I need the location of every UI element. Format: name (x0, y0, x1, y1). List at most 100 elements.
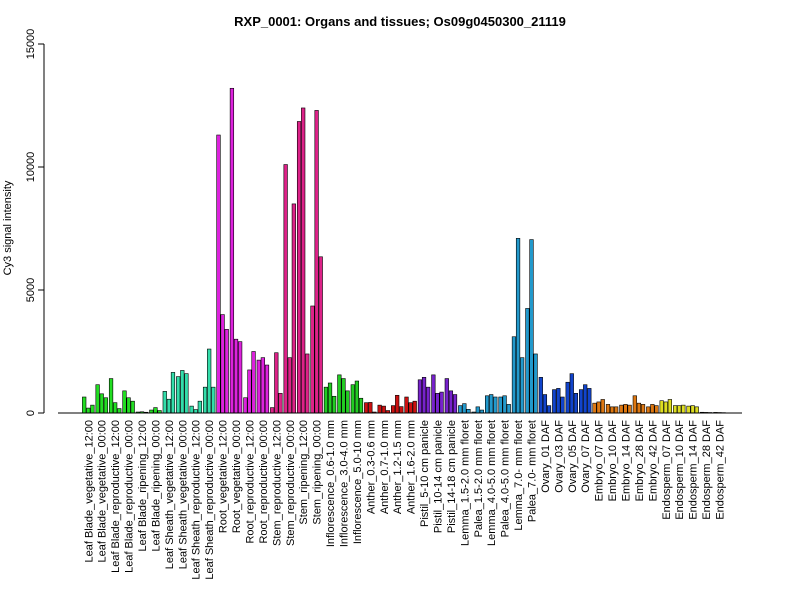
bar-21-1 (368, 402, 373, 414)
x-tick-label: Anther_1.6-2.0 mm (406, 420, 418, 514)
bar-33-2 (533, 353, 538, 414)
bar-23-1 (395, 394, 400, 414)
bar-31-2 (506, 404, 511, 414)
x-tick-label: Ovary_01 DAF (540, 420, 552, 493)
x-tick-label: Pistil_10-14 cm panicle (432, 420, 444, 533)
bar-24-0 (404, 396, 409, 414)
bar-11-1 (233, 338, 239, 414)
bar-17-0 (310, 305, 315, 414)
bar-32-1 (515, 238, 521, 414)
y-tick-label: 10000 (25, 152, 37, 183)
bar-44-1 (677, 405, 682, 414)
x-tick-label: Root_reproductive_00:00 (258, 420, 270, 544)
x-tick-label: Leaf Sheath_vegetative_00:00 (177, 420, 189, 569)
bar-32-2 (520, 357, 525, 414)
bar-26-1 (435, 393, 440, 414)
x-tick-label: Pistil_14-18 cm panicle (446, 420, 458, 533)
y-tick-label: 15000 (25, 29, 37, 60)
bar-19-2 (345, 390, 350, 414)
bar-20-0 (350, 384, 355, 414)
bar-36-0 (565, 381, 570, 414)
bar-5-1 (153, 407, 158, 414)
bar-44-0 (673, 405, 678, 414)
bar-17-2 (318, 256, 323, 414)
x-tick-label: Stem_ripening_00:00 (312, 420, 324, 525)
bar-7-1 (180, 370, 185, 414)
bar-42-1 (650, 404, 655, 414)
x-tick-label: Palea_7.0- mm floret (526, 420, 538, 522)
x-tick-label: Pistil_5-10 cm panicle (419, 420, 431, 527)
bar-10-2 (224, 329, 229, 414)
x-tick-label: Embryo_14 DAF (621, 420, 633, 502)
bar-15-0 (283, 164, 288, 414)
bar-10-1 (220, 314, 225, 414)
bar-18-1 (327, 382, 333, 414)
bar-9-1 (207, 348, 212, 414)
bar-38-1 (596, 401, 601, 414)
x-tick-label: Embryo_10 DAF (607, 420, 619, 502)
bar-39-2 (614, 406, 619, 414)
bar-18-2 (332, 395, 337, 414)
x-tick-label: Lemma_7.0- mm floret (513, 420, 525, 531)
bar-36-2 (573, 393, 578, 414)
bar-23-0 (390, 405, 396, 414)
x-tick-label: Stem_ripening_12:00 (298, 420, 310, 525)
bar-41-0 (632, 395, 637, 414)
bar-39-0 (605, 404, 611, 414)
bar-30-0 (484, 395, 490, 414)
x-tick-label: Endosperm_42 DAF (715, 420, 727, 520)
bar-3-0 (122, 390, 127, 414)
bar-25-1 (421, 377, 427, 414)
bar-0-2 (90, 404, 95, 414)
x-tick-label: Lemma_4.0-5.0 mm floret (486, 420, 498, 546)
bar-0-1 (86, 407, 91, 414)
bar-41-2 (640, 404, 646, 414)
bar-21-0 (364, 402, 369, 414)
bar-35-0 (552, 389, 557, 414)
bar-9-2 (211, 386, 216, 414)
bar-12-1 (247, 369, 252, 414)
bar-17-1 (314, 110, 319, 414)
x-tick-label: Anther_0.3-0.6 mm (365, 420, 377, 514)
bar-42-2 (654, 405, 659, 414)
bar-43-1 (663, 401, 668, 414)
bars (82, 87, 726, 414)
bar-20-1 (354, 380, 360, 414)
bar-30-1 (489, 394, 494, 414)
x-tick-label: Leaf Sheath_vegetative_12:00 (164, 420, 176, 569)
x-tick-label: Root_vegetative_12:00 (218, 420, 230, 533)
bar-31-0 (498, 396, 503, 414)
bar-7-2 (184, 373, 189, 414)
bar-37-0 (579, 389, 584, 414)
x-tick-label: Stem_reproductive_00:00 (285, 420, 297, 546)
bar-24-1 (408, 402, 413, 414)
x-tick-label: Endosperm_10 DAF (674, 420, 686, 520)
x-tick-label: Leaf Blade_reproductive_00:00 (124, 420, 136, 573)
bar-34-2 (546, 405, 552, 414)
bar-40-2 (627, 404, 632, 414)
bar-26-0 (431, 374, 436, 414)
bar-35-1 (556, 388, 561, 414)
bar-10-0 (216, 134, 221, 414)
bar-39-1 (609, 406, 615, 414)
x-tick-label: Inflorescence_0.6-1.0 mm (325, 420, 337, 547)
x-tick-label: Root_vegetative_00:00 (231, 420, 243, 533)
x-tick-label: Anther_1.2-1.5 mm (392, 420, 404, 514)
x-tick-label: Palea_4.0-5.0 mm floret (500, 420, 512, 537)
bar-6-0 (162, 391, 167, 414)
bar-15-1 (287, 357, 292, 414)
bar-23-2 (399, 406, 404, 414)
x-tick-label: Lemma_1.5-2.0 mm floret (459, 420, 471, 546)
bar-28-1 (462, 403, 467, 414)
bar-35-2 (560, 396, 565, 414)
bar-30-2 (493, 396, 498, 414)
bar-22-1 (381, 405, 386, 414)
bar-3-1 (126, 397, 131, 414)
bar-31-1 (502, 395, 507, 414)
bar-14-1 (274, 352, 279, 414)
y-axis: 0 5000 10000 15000 (25, 29, 45, 416)
x-tick-label: Leaf Blade_ripening_00:00 (150, 420, 162, 552)
bar-2-2 (117, 408, 122, 414)
x-tick-label: Leaf Sheath_reproductive_12:00 (191, 420, 203, 580)
bar-36-1 (569, 373, 574, 414)
